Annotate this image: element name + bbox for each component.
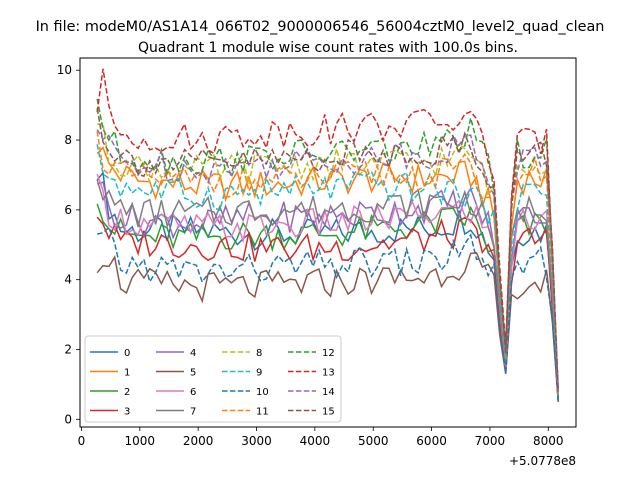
legend-label: 10 [256,387,269,398]
x-tick-label: 0 [78,434,86,448]
series-line-7 [96,179,559,398]
legend-label: 3 [124,407,130,418]
legend-label: 5 [190,368,196,379]
figure-suptitle: In file: modeM0/AS1A14_066T02_9000006546… [36,19,605,35]
plot-lines [96,68,559,402]
legend-label: 13 [322,368,335,379]
y-tick-label: 10 [57,63,72,77]
series-line-3 [96,216,559,400]
y-tick-label: 0 [64,412,72,426]
x-tick-label: 2000 [183,434,214,448]
y-axis: 0 2 4 6 8 10 [57,63,80,426]
legend-label: 9 [256,368,262,379]
legend-label: 15 [322,407,335,418]
x-axis-offset-label: +5.0778e8 [509,454,576,468]
legend-box [84,335,342,423]
legend-label: 7 [190,407,196,418]
x-tick-label: 8000 [533,434,564,448]
y-tick-label: 4 [64,273,72,287]
axes-frame [79,57,577,428]
legend-label: 1 [124,368,130,379]
x-axis: 0 1000 2000 3000 4000 5000 6000 7000 8000 [78,427,564,448]
x-tick-label: 4000 [300,434,331,448]
x-tick-label: 7000 [475,434,506,448]
legend-label: 4 [190,348,196,359]
series-line-8 [97,122,559,392]
x-tick-label: 3000 [241,434,272,448]
chart-title: Quadrant 1 module wise count rates with … [138,40,518,56]
series-line-14 [96,129,559,392]
series-line-4 [96,181,559,399]
x-tick-label: 1000 [125,434,156,448]
x-tick-label: 6000 [416,434,447,448]
legend-label: 14 [322,387,335,398]
series-line-2 [96,203,559,399]
legend-label: 0 [124,348,130,359]
legend-label: 11 [256,407,269,418]
series-line-5 [96,251,559,402]
legend-label: 12 [322,348,335,359]
series-line-15 [96,108,559,392]
y-tick-label: 6 [64,203,72,217]
y-tick-label: 2 [64,342,72,356]
x-tick-label: 5000 [358,434,389,448]
legend-label: 6 [190,387,196,398]
series-line-9 [96,144,559,396]
series-line-12 [96,98,559,392]
series-line-6 [96,173,559,399]
y-tick-label: 8 [64,133,72,147]
legend-label: 2 [124,387,130,398]
series-line-11 [96,131,559,395]
legend-label: 8 [256,348,262,359]
series-line-13 [96,68,559,390]
